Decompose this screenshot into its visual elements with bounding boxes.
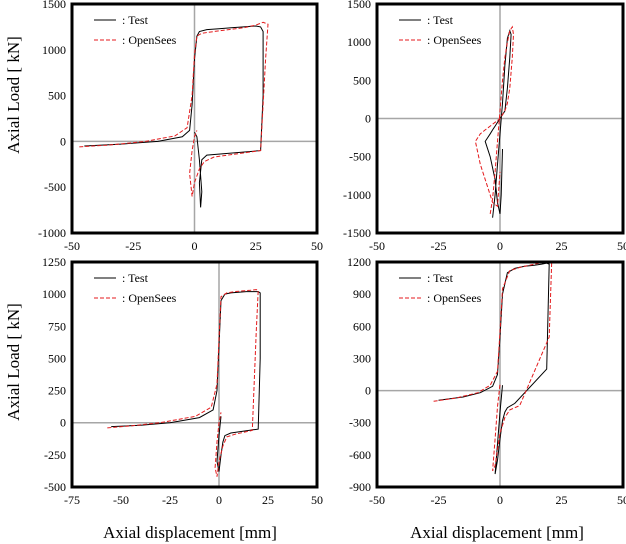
panel-2: -1500 -1000 -500 0 500 1000 1500 -50 -25 0 25 50 : T… (343, 0, 626, 253)
panel-2-ytick-label: -500 (349, 150, 371, 164)
panel-1-legend-test-label: : Test (122, 13, 149, 27)
panel-3-ytick-label: 250 (48, 384, 66, 398)
panel-4-xtick-label: -25 (431, 493, 447, 507)
panel-1-xtick-label: -50 (64, 239, 80, 253)
panel-4-xtick-label: 50 (617, 493, 626, 507)
panel-4-legend-test-label: : Test (427, 271, 454, 285)
panel-1-ytick-label: 1000 (42, 43, 66, 57)
panel-3-ytick-label: 500 (48, 351, 66, 365)
panel-1-opensees-curve (79, 21, 269, 197)
panel-2-ytick-label: -1000 (343, 188, 371, 202)
panel-4-ytick-label: 600 (353, 319, 371, 333)
panel-4-xtick-label: -50 (369, 493, 385, 507)
panel-3-opensees-curve (107, 289, 259, 477)
panel-2-legend-test-label: : Test (427, 13, 454, 27)
panel-3-xtick-label: -25 (162, 493, 178, 507)
x-axis-label-left: Axial displacement [mm] (103, 523, 277, 542)
panel-2-xtick-label: 25 (556, 239, 568, 253)
panel-1-ytick-label: 1500 (42, 0, 66, 11)
y-axis-label-bottom: Axial Load [ kN] (4, 303, 23, 421)
panel-1-xtick-label: 0 (192, 239, 198, 253)
panel-1-test-curve (84, 25, 264, 208)
panel-4-xtick-label: 25 (556, 493, 568, 507)
panel-2-opensees-curve (474, 25, 515, 214)
panel-4-ytick-label: -600 (349, 448, 371, 462)
panel-2-xtick-label: -25 (431, 239, 447, 253)
panel-2-curves (474, 25, 515, 218)
panel-2-ytick-label: 500 (353, 73, 371, 87)
panel-4-xtick-label: 0 (497, 493, 503, 507)
panel-1-ytick-label: 0 (60, 134, 66, 148)
panel-3-xtick-label: -50 (113, 493, 129, 507)
panel-3-ytick-label: -250 (44, 448, 66, 462)
panel-1-ytick-label: 500 (48, 89, 66, 103)
panel-3-ytick-label: 750 (48, 319, 66, 333)
panel-1-xtick-label: 50 (311, 239, 323, 253)
panel-1-legend-opensees-label: : OpenSees (122, 33, 177, 47)
panel-2-test-curve (484, 29, 512, 218)
panel-1-frame (70, 2, 319, 235)
panel-2-ytick-label: 1000 (347, 35, 371, 49)
panel-3-frame (70, 260, 319, 489)
panel-3-curves (107, 289, 261, 477)
panel-2-ytick-label: -1500 (343, 226, 371, 240)
panel-2-xtick-label: 50 (617, 239, 626, 253)
panel-3-xtick-label: 25 (262, 493, 274, 507)
panel-1-curves (79, 21, 269, 208)
panel-2-xtick-label: 0 (497, 239, 503, 253)
panel-3-ytick-label: 1000 (42, 287, 66, 301)
panel-4-ytick-label: 1200 (347, 255, 371, 269)
panel-4-ytick-label: 900 (353, 287, 371, 301)
panel-4-opensees-curve (433, 262, 553, 472)
panel-3-xtick-label: 50 (311, 493, 323, 507)
panel-3-xtick-label: -75 (64, 493, 80, 507)
panel-3-ytick-label: 1250 (42, 255, 66, 269)
panel-1-ytick-label: -500 (44, 180, 66, 194)
panel-2-ytick-label: 0 (365, 112, 371, 126)
panel-4-ytick-label: -900 (349, 480, 371, 494)
panel-3-legend-opensees-label: : OpenSees (122, 291, 177, 305)
x-axis-label-right: Axial displacement [mm] (410, 523, 584, 542)
panel-4-frame (375, 260, 625, 489)
panel-4-ytick-label: 300 (353, 351, 371, 365)
panel-3-ytick-label: 0 (60, 416, 66, 430)
panel-3-xtick-label: 0 (216, 493, 222, 507)
panel-3-legend-test-label: : Test (122, 271, 149, 285)
panel-1-ytick-label: -1000 (38, 226, 66, 240)
panel-4: -900 -600 -300 0 300 600 900 1200 -50 -25 0 25 50 : T… (347, 255, 626, 507)
panel-4-ytick-label: 0 (365, 384, 371, 398)
panel-4-ytick-label: -300 (349, 416, 371, 430)
panel-1-xtick-label: 25 (250, 239, 262, 253)
panel-3-ytick-label: -500 (44, 480, 66, 494)
panel-3-test-curve (111, 291, 261, 472)
panel-1: -1000 -500 0 500 1000 1500 -50 -25 0 25 50 : Test : … (38, 0, 323, 253)
panel-2-frame (375, 2, 625, 235)
panel-2-xtick-label: -50 (369, 239, 385, 253)
panel-1-xtick-label: -25 (125, 239, 141, 253)
y-axis-label-top: Axial Load [ kN] (4, 36, 23, 154)
panel-4-legend-opensees-label: : OpenSees (427, 291, 482, 305)
panel-2-ytick-label: 1500 (347, 0, 371, 11)
panel-2-legend-opensees-label: : OpenSees (427, 33, 482, 47)
